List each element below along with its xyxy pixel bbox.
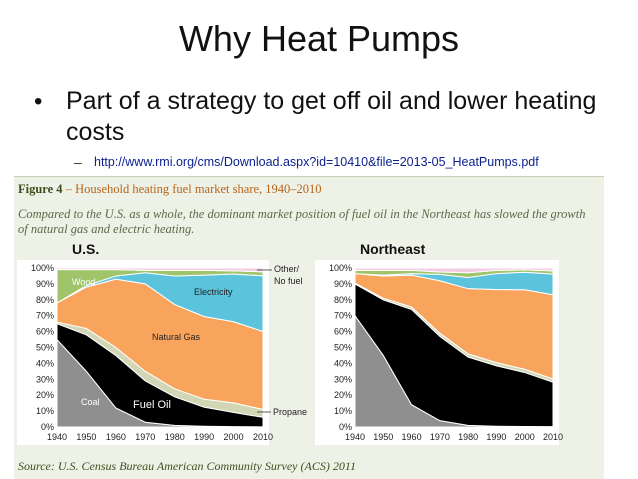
x-tick-label: 2010 [253, 432, 273, 442]
x-tick-label: 1990 [486, 432, 506, 442]
label-no-fuel: No fuel [274, 276, 303, 286]
label-coal: Coal [81, 397, 100, 407]
x-tick-label: 1980 [165, 432, 185, 442]
y-tick-label: 20% [334, 390, 352, 400]
label-fuel-oil: Fuel Oil [133, 399, 171, 411]
label-other: Other/ [274, 264, 300, 274]
source-link[interactable]: http://www.rmi.org/cms/Download.aspx?id=… [94, 155, 539, 169]
figure-source: Source: U.S. Census Bureau American Comm… [18, 459, 356, 473]
chart-title: Northeast [360, 241, 426, 257]
area-other [56, 267, 264, 273]
y-tick-label: 0% [41, 422, 54, 432]
sub-bullet-dash: – [74, 154, 82, 170]
x-tick-label: 1950 [373, 432, 393, 442]
label-natural-gas: Natural Gas [152, 332, 201, 342]
y-tick-label: 30% [334, 374, 352, 384]
x-tick-label: 2010 [543, 432, 563, 442]
y-tick-label: 60% [36, 327, 54, 337]
x-tick-label: 1940 [47, 432, 67, 442]
y-tick-label: 60% [334, 327, 352, 337]
label-electricity: Electricity [194, 287, 233, 297]
label-wood: Wood [72, 277, 95, 287]
y-tick-label: 40% [334, 358, 352, 368]
x-tick-label: 1970 [135, 432, 155, 442]
area-other [354, 267, 554, 274]
y-tick-label: 10% [36, 406, 54, 416]
y-tick-label: 100% [329, 263, 352, 273]
x-tick-label: 1980 [458, 432, 478, 442]
slide-title: Why Heat Pumps [178, 18, 460, 59]
label-propane: Propane [273, 407, 307, 417]
y-tick-label: 30% [36, 374, 54, 384]
y-tick-label: 40% [36, 358, 54, 368]
y-tick-label: 70% [334, 311, 352, 321]
x-tick-label: 1950 [76, 432, 96, 442]
figure-description: Compared to the U.S. as a whole, the dom… [18, 207, 586, 236]
x-tick-label: 1990 [194, 432, 214, 442]
x-tick-label: 1970 [430, 432, 450, 442]
x-tick-label: 1940 [345, 432, 365, 442]
y-tick-label: 50% [334, 343, 352, 353]
y-tick-label: 10% [334, 406, 352, 416]
x-tick-label: 1960 [402, 432, 422, 442]
x-tick-label: 1960 [106, 432, 126, 442]
y-tick-label: 90% [334, 279, 352, 289]
bullet-dot: • [34, 88, 43, 115]
figure-number: Figure 4 [18, 182, 63, 196]
y-tick-label: 0% [339, 422, 352, 432]
figure-title: Figure 4 – Household heating fuel market… [18, 182, 322, 197]
y-tick-label: 80% [334, 295, 352, 305]
y-tick-label: 100% [31, 263, 54, 273]
y-tick-label: 70% [36, 311, 54, 321]
y-tick-label: 20% [36, 390, 54, 400]
chart-title: U.S. [72, 241, 99, 257]
bullet-text: Part of a strategy to get off oil and lo… [66, 87, 597, 146]
y-tick-label: 90% [36, 279, 54, 289]
y-tick-label: 50% [36, 343, 54, 353]
x-tick-label: 2000 [224, 432, 244, 442]
y-tick-label: 80% [36, 295, 54, 305]
x-tick-label: 2000 [515, 432, 535, 442]
figure-caption: – Household heating fuel market share, 1… [62, 182, 322, 196]
